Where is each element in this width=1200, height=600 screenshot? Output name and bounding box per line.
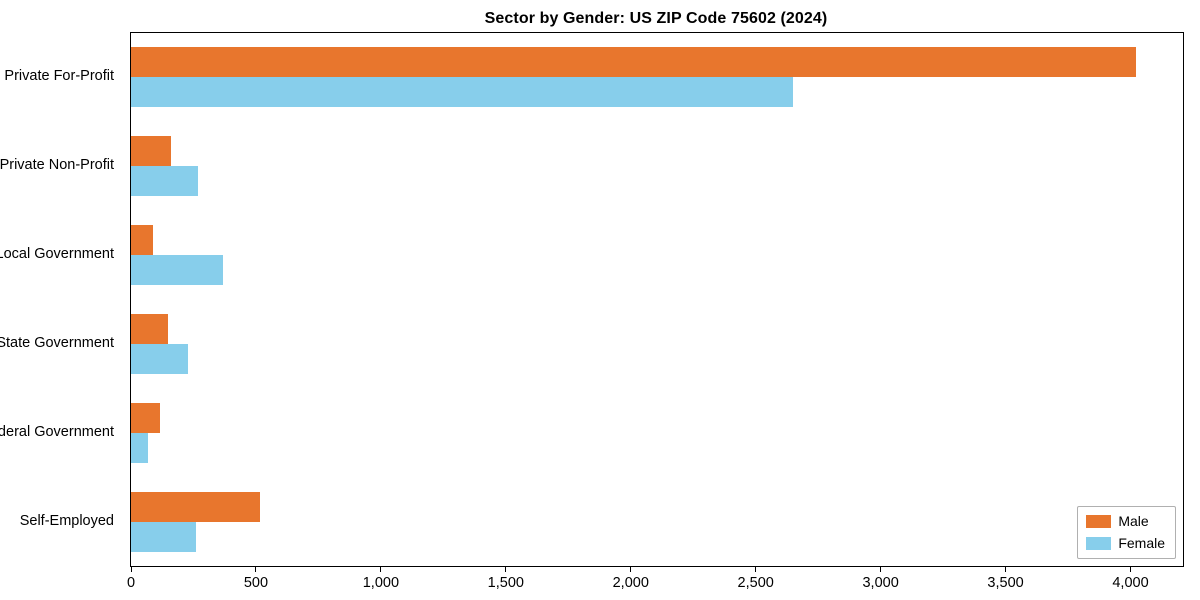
y-tick-label-private-for-profit: Private For-Profit — [4, 68, 114, 85]
y-tick-label-state-government: State Government — [0, 334, 114, 351]
x-tick-2-000 — [630, 567, 632, 572]
bar-female-private-non-profit — [131, 166, 199, 197]
y-tick-label-self-employed: Self-Employed — [19, 512, 114, 529]
chart-title: Sector by Gender: US ZIP Code 75602 (202… — [484, 10, 828, 27]
x-tick-label-0: 0 — [126, 575, 136, 591]
y-axis-labels: Private For-Profit Private Non-Profit Loca… — [0, 32, 122, 565]
x-tick-label-2-000: 2,000 — [612, 575, 649, 591]
x-tick-label-2-500: 2,500 — [737, 575, 774, 591]
bar-female-federal-government — [131, 432, 149, 463]
y-tick-label-federal-government: Federal Government — [0, 423, 114, 440]
x-tick-500 — [255, 567, 257, 572]
bar-male-federal-government — [131, 402, 160, 433]
legend-item-female: Female — [1086, 536, 1165, 551]
y-tick-label-local-government: Local Government — [0, 246, 114, 263]
x-tick-label-3-000: 3,000 — [862, 575, 899, 591]
bar-female-private-for-profit — [131, 77, 794, 108]
bar-male-state-government — [131, 313, 169, 344]
bar-male-self-employed — [131, 491, 260, 522]
bar-male-private-for-profit — [131, 47, 1136, 78]
x-tick-label-4-000: 4,000 — [1112, 575, 1149, 591]
legend-item-male: Male — [1086, 514, 1165, 529]
x-tick-2-500 — [755, 567, 757, 572]
x-tick-label-1-000: 1,000 — [362, 575, 400, 591]
legend: Male Female — [1077, 506, 1176, 559]
x-tick-4-000 — [1130, 567, 1132, 572]
x-tick-0 — [130, 567, 132, 572]
x-tick-1-500 — [505, 567, 507, 572]
legend-swatch-male — [1086, 515, 1112, 528]
x-tick-3-000 — [880, 567, 882, 572]
x-tick-3-500 — [1005, 567, 1007, 572]
bar-male-private-non-profit — [131, 136, 171, 167]
legend-label-male: Male — [1118, 513, 1149, 529]
x-tick-label-500: 500 — [243, 575, 269, 591]
x-tick-label-1-500: 1,500 — [487, 575, 524, 591]
bar-female-self-employed — [131, 521, 196, 552]
legend-label-female: Female — [1118, 535, 1165, 551]
x-tick-label-3-500: 3,500 — [987, 575, 1024, 591]
legend-swatch-female — [1086, 537, 1112, 550]
y-tick-label-private-non-profit: Private Non-Profit — [0, 157, 114, 174]
bar-male-local-government — [131, 225, 154, 256]
bar-female-local-government — [131, 255, 224, 286]
x-tick-1-000 — [380, 567, 382, 572]
bar-female-state-government — [131, 343, 189, 374]
plot-area: 0 500 1,000 1,500 2,000 2,500 3,000 3,500 4,000 … — [127, 32, 1184, 591]
